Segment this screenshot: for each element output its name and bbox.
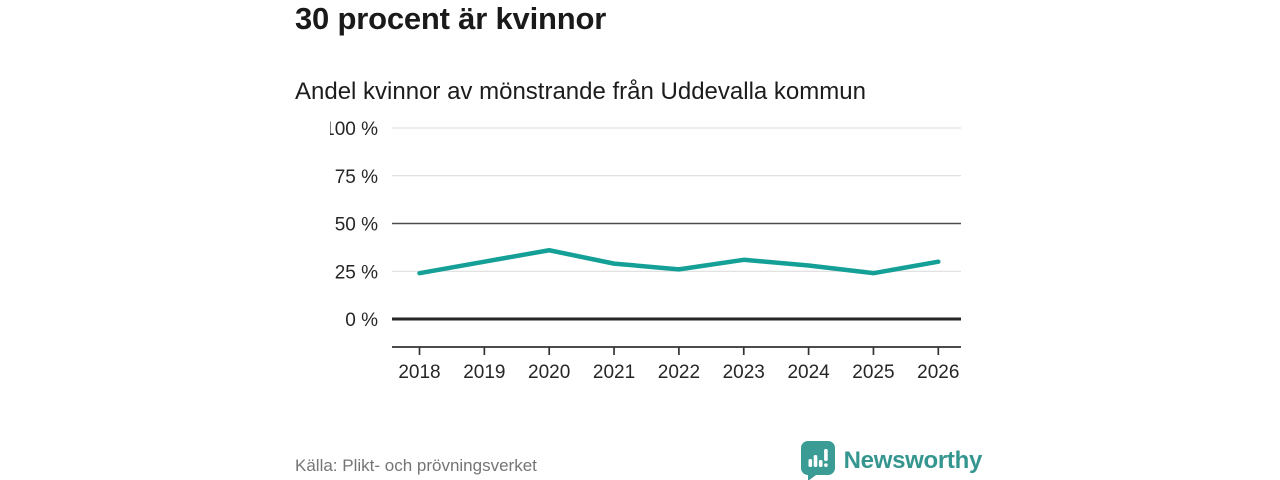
x-tick-label: 2025 — [852, 362, 894, 383]
x-tick-label: 2018 — [398, 362, 440, 383]
series-line — [417, 247, 941, 276]
chart-title: 30 procent är kvinnor — [295, 1, 607, 36]
y-axis-labels: 0 % 25 % 50 % 75 % 100 % — [330, 119, 378, 331]
y-tick-label: 75 % — [335, 167, 378, 188]
gridlines — [392, 127, 961, 321]
line-chart: 0 % 25 % 50 % 75 % 100 % 2018 2019 2020 2021 202… — [330, 119, 961, 383]
source-note: Källa: Plikt- och prövningsverket — [295, 456, 537, 475]
chart-subtitle: Andel kvinnor av mönstrande från Uddeval… — [295, 78, 866, 105]
x-tick-label: 2020 — [528, 362, 570, 383]
newsworthy-speech-bubble-bar-chart-icon — [800, 441, 835, 480]
data-line — [417, 247, 941, 276]
y-tick-label: 25 % — [335, 262, 378, 283]
x-tick-label: 2019 — [463, 362, 505, 383]
newsworthy-logo-text: Newsworthy — [843, 447, 983, 474]
x-axis-labels: 2018 2019 2020 2021 2022 2023 2024 2025 2026 — [398, 362, 959, 383]
x-tick-label: 2024 — [787, 362, 830, 383]
x-tick-label: 2023 — [723, 362, 765, 383]
x-tick-label: 2021 — [593, 362, 635, 383]
x-tick-label: 2022 — [658, 362, 700, 383]
newsworthy-logo: Newsworthy — [800, 441, 983, 480]
y-tick-label: 100 % — [330, 119, 378, 140]
x-tick-label: 2026 — [917, 362, 959, 383]
y-tick-label: 0 % — [345, 310, 378, 331]
x-axis — [392, 346, 961, 355]
y-tick-label: 50 % — [335, 215, 378, 236]
